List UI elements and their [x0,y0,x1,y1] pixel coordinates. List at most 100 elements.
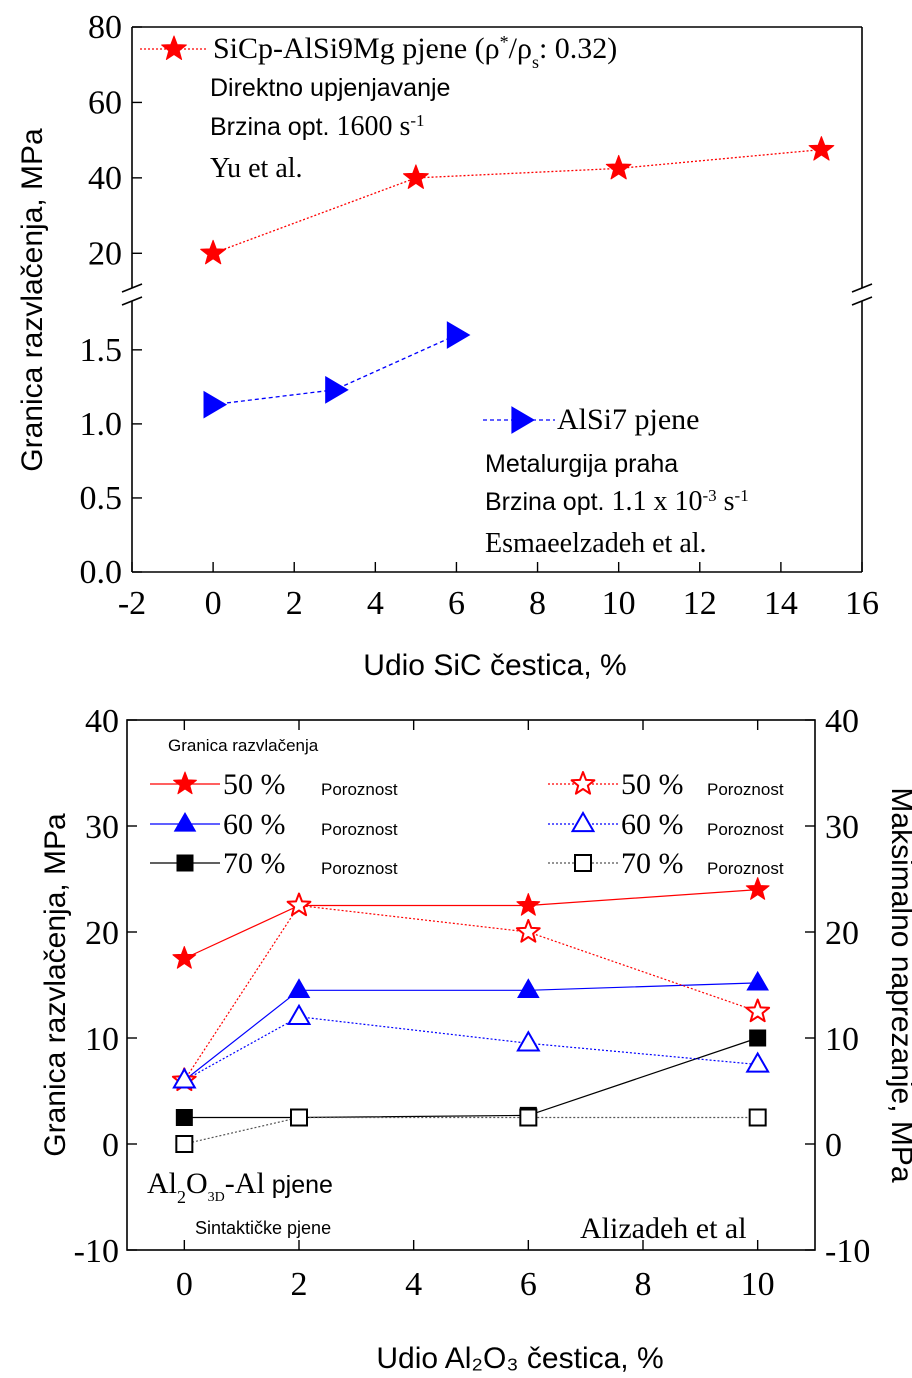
c1-x-tick-label: 16 [845,585,879,622]
c2-data-point [287,978,311,998]
c2-y-tick-label-right: 10 [825,1021,859,1058]
c1-annotation-text: s [717,486,735,517]
c2-y-tick-label-right: 40 [825,703,859,740]
c1-x-tick-label: 2 [286,585,303,622]
c1-y-tick-label-upper: 40 [88,160,122,197]
c2-data-point [749,1029,767,1047]
c2-annotation-text: -Al [225,1167,265,1200]
c2-legend-label: 50 % [621,768,684,801]
c1-x-tick-label: 10 [602,585,636,622]
c1-annotation-text: Brzina opt. [485,488,611,516]
c2-y-axis-label-left: Granica razvlačenja, MPa [39,813,72,1157]
c2-series-line [184,1037,758,1119]
c2-annotation-text: pjene [265,1171,333,1199]
c2-legend-marker [570,771,596,795]
c1-legend-text: : 0.32) [539,32,617,65]
c2-y-tick-label-left: 30 [85,809,119,846]
c1-annotation-author: Yu et al. [210,153,303,184]
c1-y-tick-label-upper: 80 [88,9,122,46]
c2-series-line [184,1116,758,1145]
c2-annotation-material: Al2O3D-Al pjene [147,1167,333,1207]
c2-y-tick-label-left: 0 [102,1127,119,1164]
c2-data-point [515,919,541,943]
c1-series-line [212,148,822,254]
c1-annotation-method: Metalurgija praha [485,450,678,478]
c2-data-point [745,877,770,900]
chart-al2o3-yield-strength: 0 2 4 6 8 10 40 40 30 30 20 20 10 10 0 0 -10 -10 Udio Al₂O… [39,703,912,1375]
c1-x-axis-label: Udio SiC čestica, % [363,649,626,682]
c1-y-tick-label-upper: 60 [88,84,122,121]
c2-legend-poroznost: Poroznost [321,780,398,799]
c1-y-tick-label-lower: 0.0 [80,554,123,591]
c1-x-tick-label: 12 [683,585,717,622]
c2-plot-frame [126,719,816,1251]
c2-legend-title: Granica razvlačenja [168,736,319,755]
c2-legend-label: 70 % [621,847,684,880]
c2-series-line [183,904,758,1081]
c1-x-tick-label: 4 [367,585,384,622]
c1-annotation-text: Brzina opt. [210,113,336,141]
c1-legend-label: AlSi7 pjene [557,403,700,436]
c1-data-point [808,136,835,161]
c1-x-tick-label: 8 [529,585,546,622]
c2-legend-poroznost: Poroznost [321,859,398,878]
c1-annotation-method: Direktno upjenjavanje [210,74,450,102]
c1-axis-break-mark [851,283,873,293]
c2-x-tick-label: 0 [176,1266,193,1303]
c1-annotation-author: Esmaeelzadeh et al. [485,528,707,559]
c2-data-point [172,1067,197,1089]
c2-y-tick-label-left: -10 [74,1233,119,1270]
c1-annotation-text: 1.1 x 10 [611,486,702,517]
c1-y-tick-label-lower: 1.5 [80,332,123,369]
c1-legend-label: SiCp-AlSi9Mg pjene (ρ*/ρs: 0.32) [213,32,617,72]
c2-legend-label: 60 % [223,808,286,841]
c2-y-tick-label-left: 10 [85,1021,119,1058]
c2-legend-poroznost: Poroznost [707,780,784,799]
c1-legend-text: * [500,32,509,52]
c1-data-point [403,164,429,189]
c2-y-tick-label-right: 30 [825,809,859,846]
c1-legend-marker [161,35,187,60]
c1-x-tick-label: 0 [205,585,222,622]
c2-y-tick-label-left: 40 [85,703,119,740]
c1-legend-text: AlSi7 pjene [557,403,700,436]
c2-series-line [184,1016,758,1081]
c2-y-tick-label-right: 20 [825,915,859,952]
c2-legend-marker [570,810,596,833]
c1-annotation-rate: Brzina opt. 1600 s-1 [210,111,425,143]
c2-data-point [290,1108,308,1127]
c2-annotation-author: Alizadeh et al [580,1212,747,1245]
c2-legend-label: 60 % [621,808,684,841]
c2-legend-marker [176,854,194,872]
c1-annotation-text: -3 [702,486,716,505]
c2-annotation-text: 3D [208,1190,225,1205]
c2-data-point [516,893,541,916]
c1-data-point [200,239,226,265]
c2-data-point [175,1109,193,1126]
c1-annotation-text: -1 [410,111,424,130]
c2-annotation-text: O [186,1167,208,1200]
c2-legend-label: 70 % [223,847,286,880]
c2-x-tick-label: 10 [741,1266,775,1303]
c1-y-tick-label-upper: 20 [88,235,122,272]
c2-x-tick-label: 2 [291,1266,308,1303]
c1-y-axis-label: Granica razvlačenja, MPa [16,128,49,472]
c2-annotation-text: Al [147,1167,177,1200]
c2-data-point [746,970,769,991]
c2-legend-poroznost: Poroznost [321,820,398,839]
c2-series-line [184,889,758,960]
c1-data-point [203,390,228,419]
c2-legend-label: 50 % [223,768,286,801]
c1-x-tick-label: 6 [448,585,465,622]
c1-y-tick-label-lower: 1.0 [80,406,123,443]
c2-data-point [286,1003,312,1025]
c1-x-tick-label: 14 [764,585,798,622]
c2-data-point [516,1030,541,1052]
c2-data-point [745,998,771,1023]
c1-axis-break-mark [121,296,143,306]
c2-data-point [175,1135,194,1153]
c1-legend-text: /ρ [509,32,532,65]
c2-x-tick-label: 8 [635,1266,652,1303]
c1-annotation-text: 1600 s [336,111,410,142]
